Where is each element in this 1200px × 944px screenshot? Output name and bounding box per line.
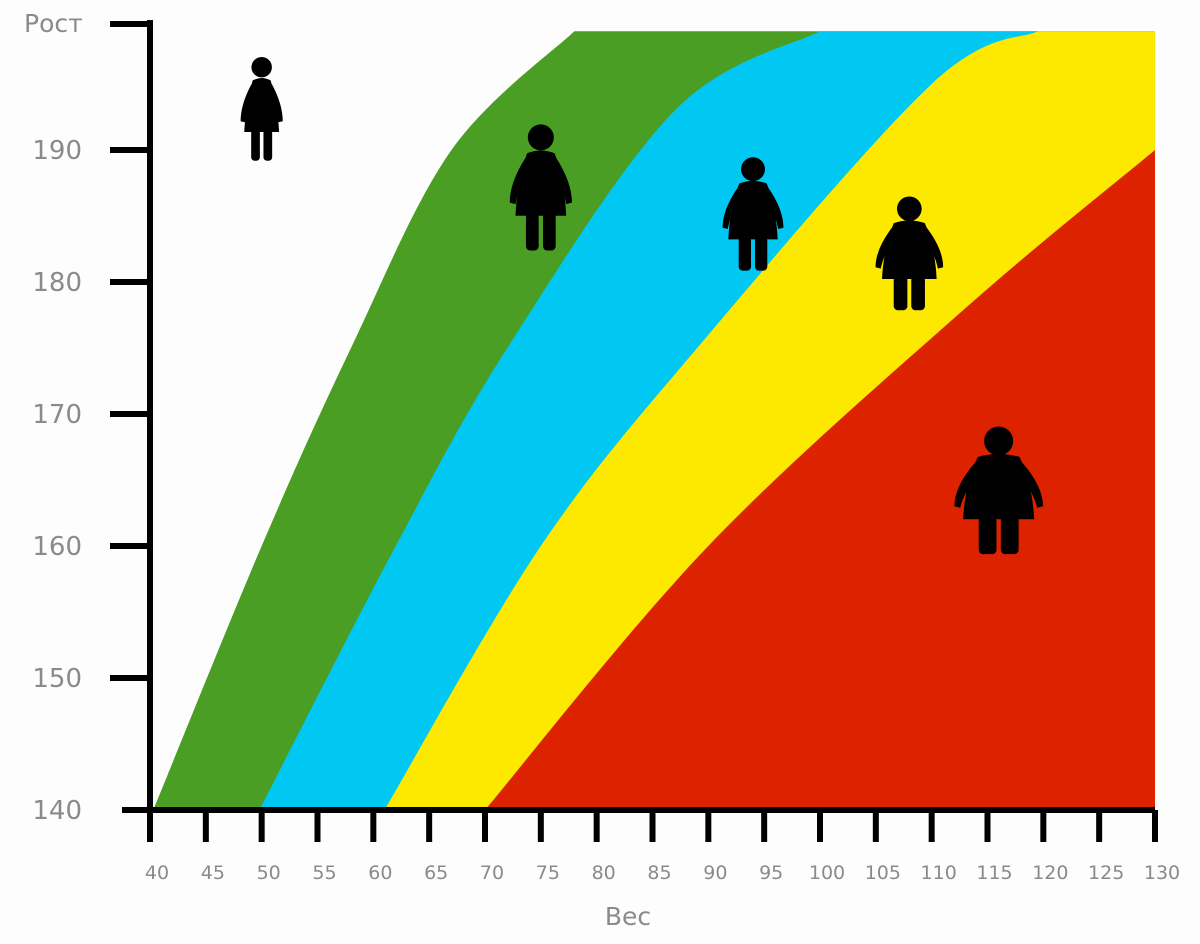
x-tick-label: 110 <box>921 862 957 884</box>
x-tick-label: 70 <box>480 862 504 884</box>
x-tick-label: 95 <box>759 862 783 884</box>
x-tick-label: 120 <box>1032 862 1068 884</box>
x-tick-label: 50 <box>257 862 281 884</box>
x-tick-label: 60 <box>368 862 392 884</box>
y-tick-label: 180 <box>32 268 82 298</box>
x-tick-label: 130 <box>1144 862 1180 884</box>
zone-severe-obesity <box>485 18 1155 810</box>
x-tick-label: 85 <box>647 862 671 884</box>
axes-layer <box>110 20 1158 842</box>
x-tick-label: 125 <box>1088 862 1124 884</box>
woman-figure-icon <box>875 196 944 311</box>
x-tick-label: 105 <box>865 862 901 884</box>
x-tick-label: 80 <box>592 862 616 884</box>
x-tick-label: 100 <box>809 862 845 884</box>
figure-layer <box>240 56 1043 555</box>
woman-figure-icon <box>240 56 283 161</box>
x-tick-label: 40 <box>145 862 169 884</box>
woman-figure-icon <box>509 124 572 251</box>
y-tick-label: 160 <box>32 532 82 562</box>
woman-figure-icon <box>954 426 1043 555</box>
plot-top-mask <box>152 0 1197 18</box>
y-tick-label: 170 <box>32 400 82 430</box>
x-tick-label: 65 <box>424 862 448 884</box>
y-tick-label: 140 <box>32 796 82 826</box>
x-tick-label: 45 <box>201 862 225 884</box>
x-tick-label: 115 <box>976 862 1012 884</box>
y-axis-title: Рост <box>24 9 83 38</box>
y-tick-label: 150 <box>32 664 82 694</box>
x-tick-label: 75 <box>536 862 560 884</box>
zone-layer <box>152 0 1197 810</box>
x-axis-title: Вес <box>605 902 651 931</box>
y-tick-label: 190 <box>32 136 82 166</box>
x-tick-label: 90 <box>703 862 727 884</box>
x-tick-label: 55 <box>312 862 336 884</box>
woman-figure-icon <box>722 157 784 271</box>
tick-label-layer: 140 150 160 170 180 190 40 45 50 55 60 65 70 75 80 85 90… <box>32 136 1180 884</box>
